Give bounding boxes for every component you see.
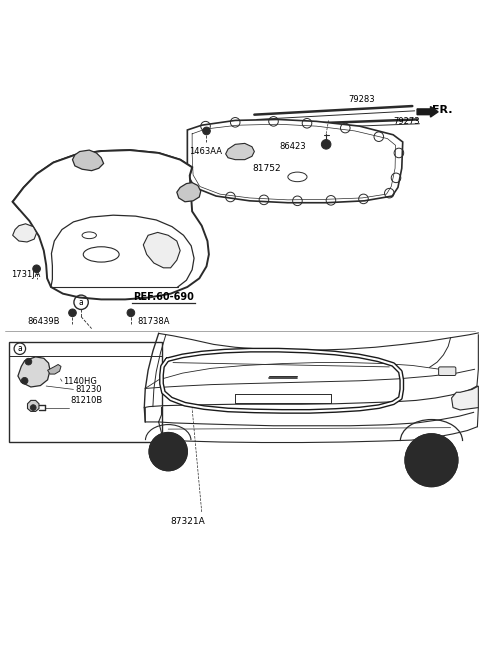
Circle shape bbox=[322, 140, 331, 149]
Text: 79273: 79273 bbox=[393, 117, 420, 126]
Polygon shape bbox=[177, 183, 201, 202]
Text: 1731JA: 1731JA bbox=[11, 270, 41, 279]
Circle shape bbox=[30, 404, 36, 410]
Text: 1463AA: 1463AA bbox=[189, 147, 222, 156]
Circle shape bbox=[69, 309, 76, 316]
Text: a: a bbox=[79, 298, 84, 307]
Polygon shape bbox=[48, 365, 61, 374]
FancyArrow shape bbox=[417, 107, 438, 117]
Circle shape bbox=[21, 377, 28, 384]
Circle shape bbox=[127, 309, 135, 316]
FancyBboxPatch shape bbox=[9, 342, 161, 442]
Polygon shape bbox=[226, 144, 254, 160]
Text: REF.60-690: REF.60-690 bbox=[133, 293, 194, 303]
Text: 81230: 81230 bbox=[75, 385, 101, 394]
Polygon shape bbox=[187, 119, 403, 203]
FancyBboxPatch shape bbox=[439, 367, 456, 375]
Circle shape bbox=[423, 451, 440, 469]
Circle shape bbox=[25, 358, 32, 365]
Circle shape bbox=[203, 127, 210, 135]
Circle shape bbox=[405, 434, 458, 487]
Ellipse shape bbox=[288, 172, 307, 181]
Polygon shape bbox=[144, 232, 180, 268]
Text: FR.: FR. bbox=[432, 105, 453, 115]
Text: 86439B: 86439B bbox=[27, 316, 60, 326]
Text: 87321A: 87321A bbox=[170, 517, 205, 526]
Circle shape bbox=[33, 265, 40, 273]
Polygon shape bbox=[12, 224, 36, 242]
Circle shape bbox=[149, 432, 187, 471]
Text: 86423: 86423 bbox=[279, 142, 306, 151]
Text: a: a bbox=[17, 344, 22, 354]
Polygon shape bbox=[72, 150, 104, 171]
Text: 81738A: 81738A bbox=[137, 316, 169, 326]
Polygon shape bbox=[12, 150, 209, 299]
Polygon shape bbox=[18, 357, 50, 387]
Polygon shape bbox=[452, 386, 479, 410]
Polygon shape bbox=[27, 401, 39, 411]
Text: 79283: 79283 bbox=[349, 95, 375, 104]
Ellipse shape bbox=[83, 247, 119, 262]
Polygon shape bbox=[12, 150, 192, 209]
Text: 81752: 81752 bbox=[252, 164, 281, 173]
Text: 1140HG: 1140HG bbox=[63, 377, 97, 386]
Text: 81210B: 81210B bbox=[70, 396, 102, 405]
Ellipse shape bbox=[82, 232, 96, 238]
